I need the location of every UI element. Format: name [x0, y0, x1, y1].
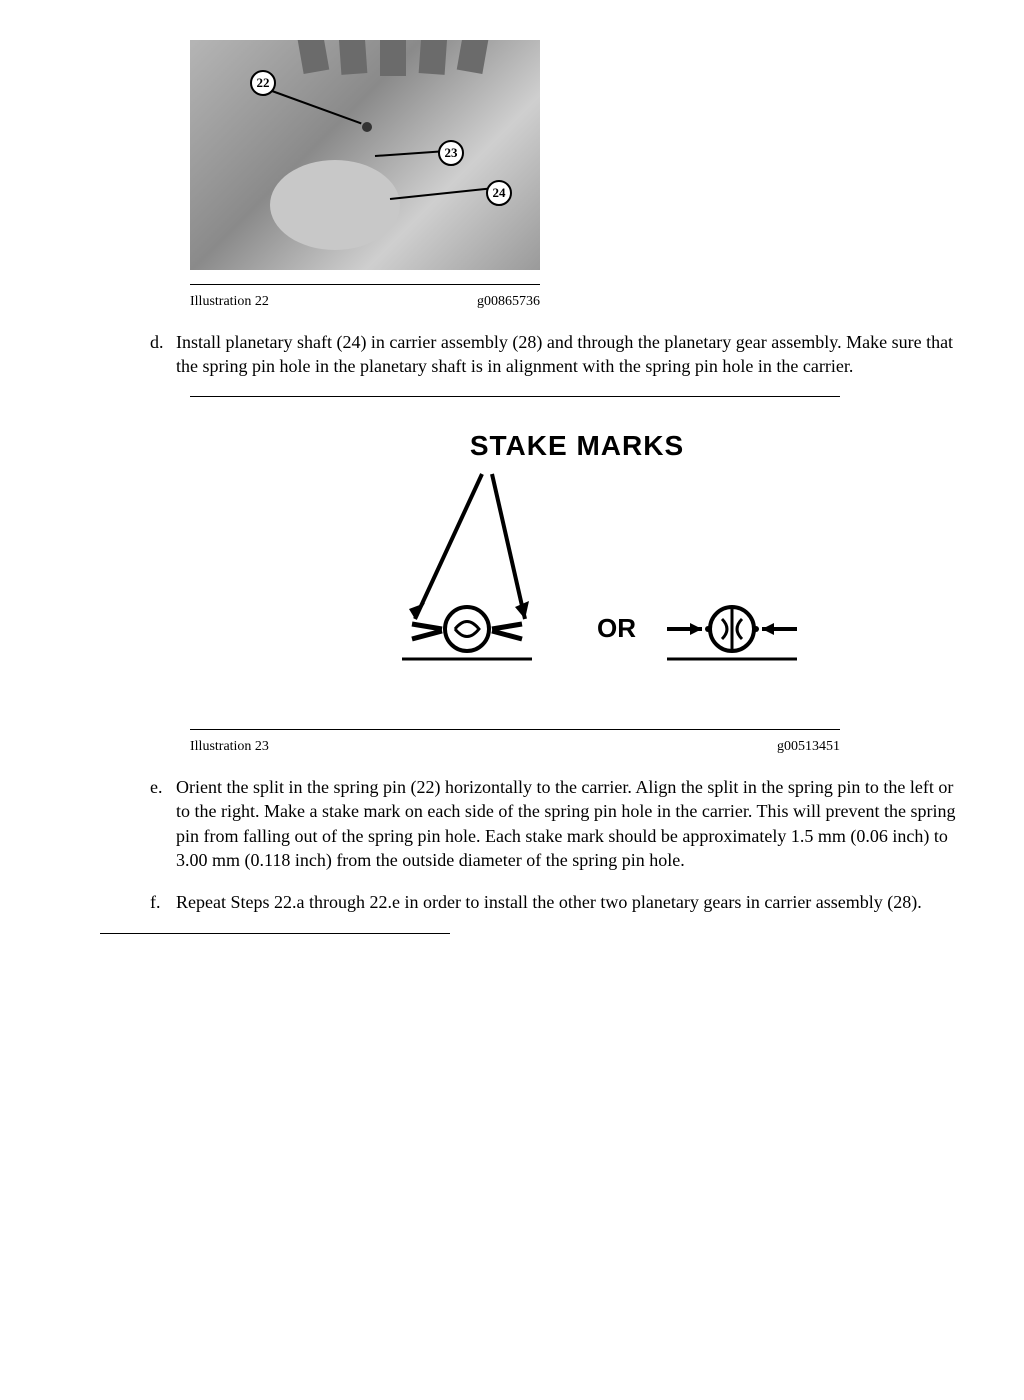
step-e-letter: e.	[150, 775, 176, 872]
stake-svg: OR	[347, 469, 807, 669]
or-label: OR	[597, 613, 636, 643]
step-f: f. Repeat Steps 22.a through 22.e in ord…	[150, 890, 964, 914]
stake-arrow-left	[415, 474, 482, 619]
step-d: d. Install planetary shaft (24) in carri…	[150, 330, 964, 379]
callout-24: 24	[486, 180, 512, 206]
step-f-letter: f.	[150, 890, 176, 914]
gear-tooth	[419, 40, 448, 75]
stake-diagram: STAKE MARKS OR	[327, 427, 827, 669]
figure-23-bottom-rule	[190, 729, 840, 730]
bottom-rule	[100, 933, 450, 934]
figure-23-code: g00513451	[777, 738, 840, 757]
callout-23-line	[375, 150, 440, 157]
callout-24-label: 24	[493, 184, 506, 202]
figure-22-rule	[190, 284, 540, 285]
figure-22-caption: Illustration 22	[190, 293, 269, 312]
gear-tooth	[339, 40, 368, 75]
stake-title: STAKE MARKS	[327, 427, 827, 465]
step-d-text: Install planetary shaft (24) in carrier …	[176, 330, 964, 379]
gear-tooth	[297, 40, 330, 74]
callout-22-label: 22	[257, 74, 270, 92]
shaft-shape	[270, 160, 400, 250]
figure-22-code: g00865736	[477, 293, 540, 312]
pin-hole	[362, 122, 372, 132]
step-d-letter: d.	[150, 330, 176, 379]
callout-23: 23	[438, 140, 464, 166]
figure-23-top-rule	[190, 396, 840, 397]
figure-23-caption: Illustration 23	[190, 738, 269, 757]
step-f-text: Repeat Steps 22.a through 22.e in order …	[176, 890, 964, 914]
gear-tooth	[457, 40, 490, 74]
stake-arrow-right	[492, 474, 525, 619]
callout-23-label: 23	[445, 144, 458, 162]
illustration-22-image: 22 23 24	[190, 40, 540, 270]
step-e-text: Orient the split in the spring pin (22) …	[176, 775, 964, 872]
stake-left-symbol	[402, 607, 532, 659]
callout-22-line	[272, 90, 362, 124]
figure-23-caption-row: Illustration 23 g00513451	[190, 738, 840, 757]
figure-22-block: 22 23 24 Illustration 22 g00865736	[190, 40, 964, 312]
figure-22-caption-row: Illustration 22 g00865736	[190, 293, 540, 312]
figure-23-block: STAKE MARKS OR	[190, 396, 964, 757]
callout-24-line	[390, 188, 488, 200]
gear-tooth	[380, 40, 406, 76]
step-e: e. Orient the split in the spring pin (2…	[150, 775, 964, 872]
stake-right-symbol	[667, 607, 797, 659]
